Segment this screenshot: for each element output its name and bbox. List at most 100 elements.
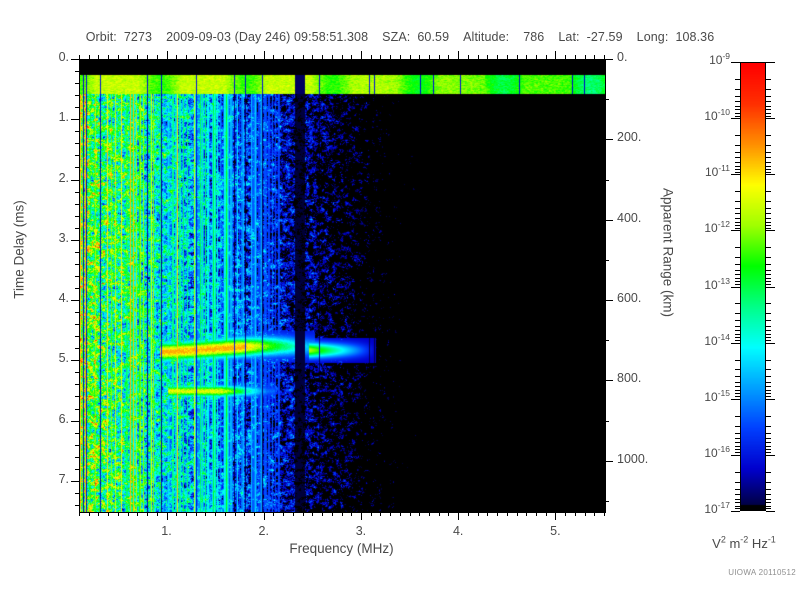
colorbar-minor-tick-right — [766, 225, 771, 226]
colorbar-exponent: -16 — [717, 444, 730, 454]
x-top-tick — [555, 51, 556, 59]
colorbar-minor-tick-left — [735, 228, 740, 229]
y-left-tick-label: 5. — [58, 351, 69, 366]
y-left-minor-tick — [75, 409, 79, 410]
colorbar-minor-tick-right — [766, 320, 771, 321]
colorbar-minor-tick-right — [766, 135, 771, 136]
y-left-minor-tick — [75, 131, 79, 132]
colorbar-minor-tick-left — [735, 472, 740, 473]
x-top-tick — [254, 55, 255, 59]
colorbar-minor-tick-left — [735, 438, 740, 439]
colorbar-minor-tick-left — [735, 449, 740, 450]
colorbar-minor-tick-right — [766, 360, 771, 361]
x-top-tick — [507, 55, 508, 59]
colorbar-minor-tick-left — [735, 218, 740, 219]
colorbar-minor-tick-right — [766, 433, 771, 434]
x-tick-label: 3. — [355, 524, 367, 538]
colorbar-minor-tick-right — [766, 270, 771, 271]
colorbar-minor-tick-left — [735, 376, 740, 377]
colorbar-minor-tick-left — [735, 145, 740, 146]
units-meters-exponent: -2 — [740, 534, 749, 545]
y-left-major-tick — [71, 240, 79, 241]
x-top-tick — [322, 55, 323, 59]
y-left-major-tick — [71, 481, 79, 482]
colorbar-major-tick-left — [731, 174, 740, 175]
x-top-tick — [458, 51, 459, 59]
x-top-tick — [89, 55, 90, 59]
x-minor-tick — [439, 512, 440, 516]
y-left-minor-tick — [75, 505, 79, 506]
colorbar-exponent: -15 — [717, 388, 730, 398]
colorbar-minor-tick-right — [766, 369, 771, 370]
y-left-minor-tick — [75, 457, 79, 458]
colorbar-minor-tick-left — [735, 113, 740, 114]
orbit-label: Orbit: — [85, 30, 117, 44]
y-left-major-tick — [71, 300, 79, 301]
colorbar-tick-label: 10-17 — [704, 500, 730, 516]
colorbar-major-tick-right — [766, 230, 775, 231]
x-tick-label: 5. — [550, 524, 561, 538]
x-minor-tick — [429, 512, 430, 516]
colorbar-minor-tick-right — [766, 106, 771, 107]
x-top-tick — [167, 51, 168, 59]
colorbar-minor-tick-right — [766, 386, 771, 387]
long-label: Long: — [636, 30, 669, 44]
colorbar-minor-tick-left — [735, 390, 740, 391]
x-minor-tick — [517, 512, 518, 516]
sza-value: 60.59 — [417, 30, 450, 44]
x-top-tick — [380, 55, 381, 59]
x-minor-tick — [137, 512, 138, 516]
x-top-tick — [526, 55, 527, 59]
colorbar-minor-tick-right — [766, 499, 771, 500]
colorbar-minor-tick-right — [766, 191, 771, 192]
colorbar-minor-tick-left — [735, 482, 740, 483]
x-top-tick — [186, 55, 187, 59]
colorbar-minor-tick-left — [735, 101, 740, 102]
y-left-minor-tick — [75, 336, 79, 337]
colorbar-minor-tick-right — [766, 284, 771, 285]
colorbar-minor-tick-right — [766, 201, 771, 202]
y-left-minor-tick — [75, 348, 79, 349]
y-left-minor-tick — [75, 276, 79, 277]
x-top-tick — [419, 55, 420, 59]
colorbar-minor-tick-right — [766, 426, 771, 427]
y-right-minor-tick — [605, 340, 609, 341]
colorbar-minor-tick-left — [735, 191, 740, 192]
y-right-major-tick — [605, 139, 613, 140]
x-top-tick — [147, 55, 148, 59]
colorbar-minor-tick-right — [766, 166, 771, 167]
colorbar-minor-tick-right — [766, 393, 771, 394]
colorbar-minor-tick-right — [766, 334, 771, 335]
y-left-minor-tick — [75, 396, 79, 397]
colorbar-minor-tick-right — [766, 116, 771, 117]
y-right-major-tick — [605, 461, 613, 462]
x-tick-label: 4. — [452, 524, 464, 538]
x-minor-tick — [497, 512, 498, 516]
x-minor-tick — [448, 512, 449, 516]
colorbar-minor-tick-right — [766, 172, 771, 173]
y-left-minor-tick — [75, 83, 79, 84]
colorbar-major-tick-left — [731, 287, 740, 288]
y-left-minor-tick — [75, 95, 79, 96]
x-minor-tick — [205, 512, 206, 516]
plot-header: Orbit: 7273 2009-09-03 (Day 246) 09:58:51.… — [0, 30, 800, 44]
y-left-tick-label: 7. — [58, 471, 69, 486]
altitude-label: Altitude: — [463, 30, 510, 44]
x-top-tick — [410, 55, 411, 59]
colorbar-minor-tick-left — [735, 274, 740, 275]
x-top-tick — [215, 55, 216, 59]
x-top-tick — [235, 55, 236, 59]
colorbar-minor-tick-right — [766, 502, 771, 503]
x-top-tick — [128, 55, 129, 59]
x-minor-tick — [371, 512, 372, 516]
x-top-tick — [361, 51, 362, 59]
colorbar-minor-tick-right — [766, 390, 771, 391]
x-minor-tick — [410, 512, 411, 516]
x-minor-tick — [487, 512, 488, 516]
x-top-tick — [332, 55, 333, 59]
x-top-tick — [283, 55, 284, 59]
colorbar-minor-tick-left — [735, 116, 740, 117]
x-minor-tick — [157, 512, 158, 516]
x-minor-tick — [478, 512, 479, 516]
x-top-tick — [303, 55, 304, 59]
